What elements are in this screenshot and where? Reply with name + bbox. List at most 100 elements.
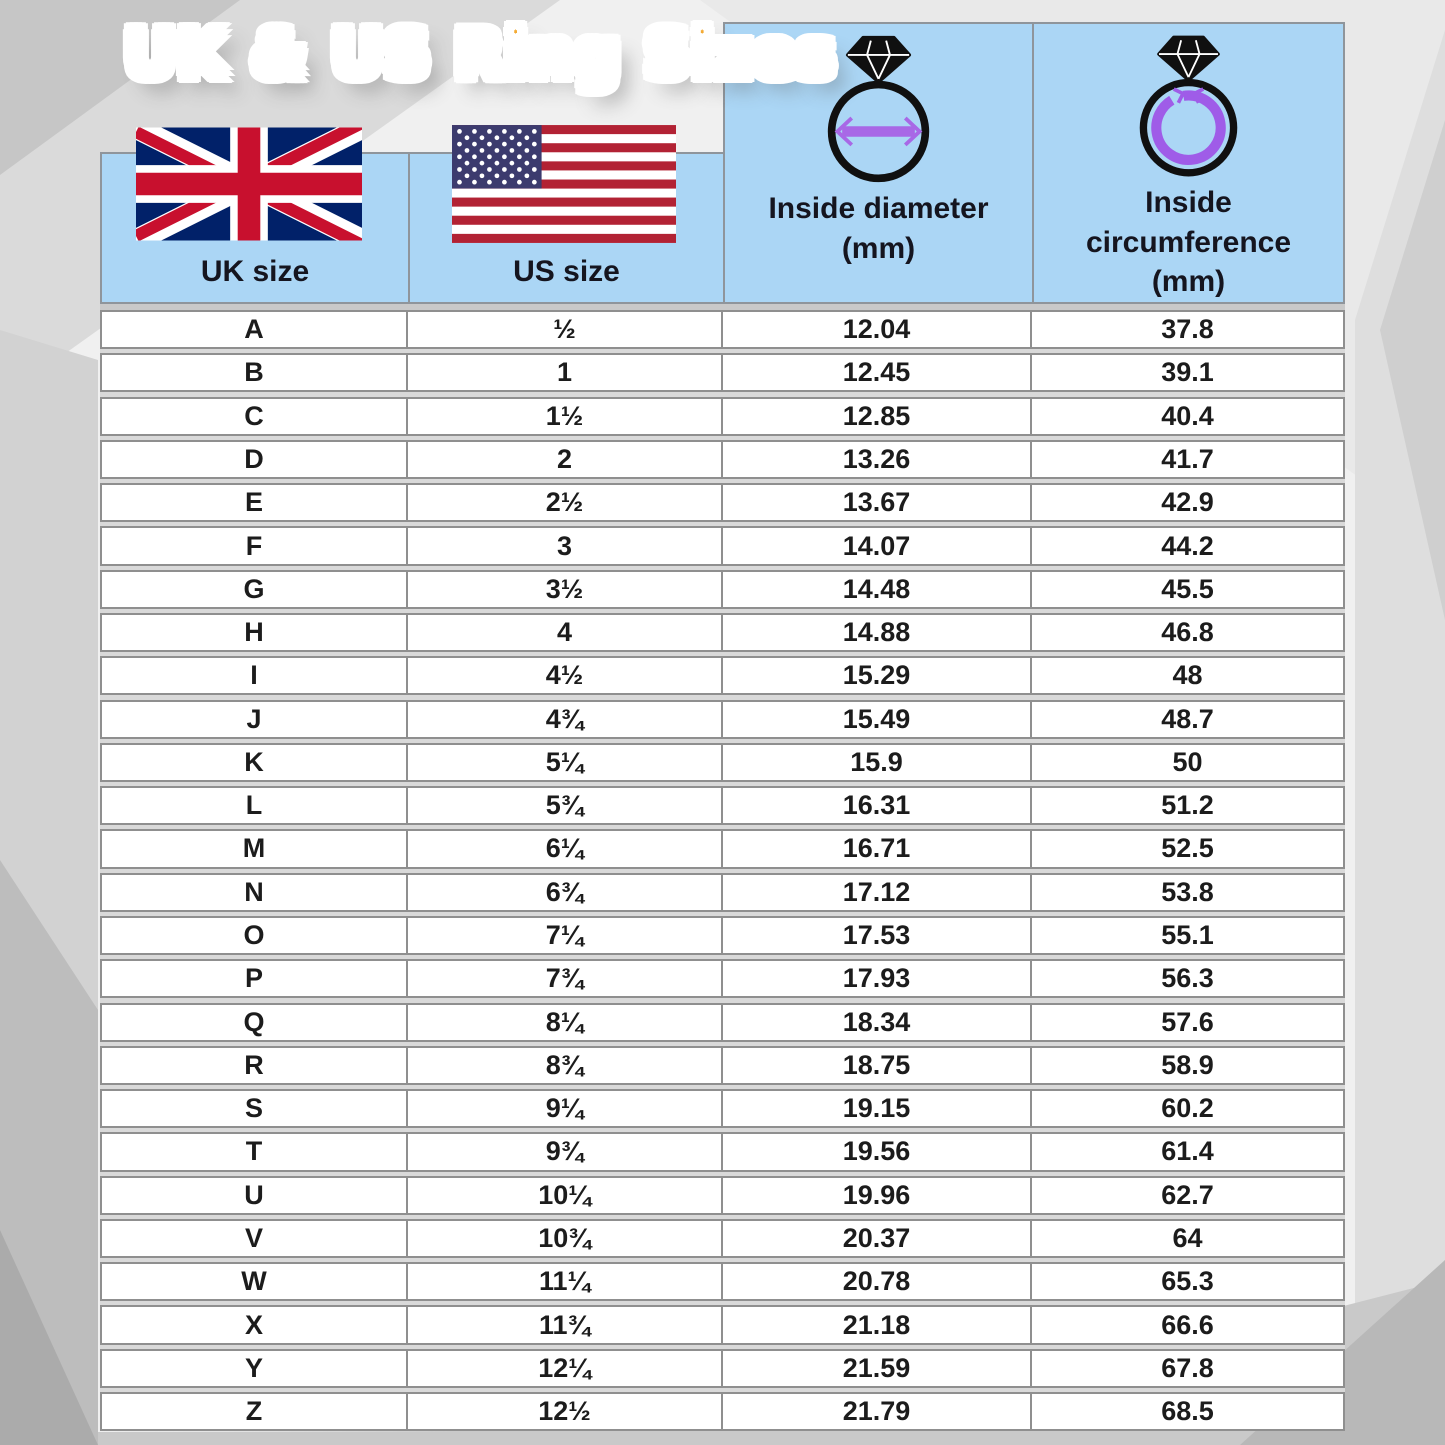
inside-circumference-cell: 48	[1032, 656, 1345, 696]
inside-circumference-cell: 68.5	[1032, 1392, 1345, 1432]
table-row: B 1 12.45 39.1	[100, 353, 1345, 393]
header-us-size: US size	[408, 125, 725, 304]
table-row: U 10¼ 19.96 62.7	[100, 1175, 1345, 1215]
us-size-cell: 12¼	[408, 1348, 723, 1388]
us-size-cell: 3	[408, 526, 723, 566]
inside-circumference-cell: 64	[1032, 1218, 1345, 1259]
inside-diameter-cell: 15.29	[723, 656, 1032, 696]
inside-circumference-cell: 42.9	[1032, 483, 1345, 523]
inside-circumference-cell: 67.8	[1032, 1348, 1345, 1388]
inside-circumference-cell: 37.8	[1032, 310, 1345, 350]
uk-size-cell: T	[100, 1132, 408, 1172]
inside-diameter-cell: 17.53	[723, 915, 1032, 956]
us-size-cell: 5¼	[408, 742, 723, 782]
us-size-cell: 10¼	[408, 1175, 723, 1215]
inside-circumference-cell: 44.2	[1032, 526, 1345, 566]
uk-size-cell: G	[100, 569, 408, 609]
inside-circumference-cell: 52.5	[1032, 829, 1345, 869]
uk-size-cell: L	[100, 786, 408, 826]
uk-size-cell: I	[100, 656, 408, 696]
us-size-cell: 11¼	[408, 1262, 723, 1302]
us-size-cell: ½	[408, 310, 723, 350]
inside-circumference-cell: 60.2	[1032, 1089, 1345, 1129]
us-size-cell: 5¾	[408, 786, 723, 826]
table-row: L 5¾ 16.31 51.2	[100, 786, 1345, 826]
table-row: Z 12½ 21.79 68.5	[100, 1392, 1345, 1432]
uk-size-cell: C	[100, 396, 408, 436]
table-row: A ½ 12.04 37.8	[100, 310, 1345, 350]
inside-diameter-cell: 20.37	[723, 1218, 1032, 1259]
table-row: F 3 14.07 44.2	[100, 526, 1345, 566]
inside-circumference-label: Inside circumference (mm)	[1085, 186, 1292, 299]
us-size-cell: 7¾	[408, 959, 723, 999]
uk-size-cell: X	[100, 1305, 408, 1345]
table-row: E 2½ 13.67 42.9	[100, 483, 1345, 523]
inside-circumference-cell: 56.3	[1032, 959, 1345, 999]
inside-circumference-cell: 57.6	[1032, 1002, 1345, 1042]
inside-diameter-cell: 19.96	[723, 1175, 1032, 1215]
inside-diameter-cell: 21.18	[723, 1305, 1032, 1345]
uk-size-cell: F	[100, 526, 408, 566]
uk-size-cell: V	[100, 1218, 408, 1259]
table-row: H 4 14.88 46.8	[100, 612, 1345, 653]
inside-diameter-cell: 19.56	[723, 1132, 1032, 1172]
inside-diameter-cell: 14.48	[723, 569, 1032, 609]
uk-size-cell: E	[100, 483, 408, 523]
inside-circumference-cell: 41.7	[1032, 439, 1345, 480]
inside-circumference-cell: 46.8	[1032, 612, 1345, 653]
header-inside-circumference: Inside circumference (mm)	[1032, 22, 1345, 304]
table-row: X 11¾ 21.18 66.6	[100, 1305, 1345, 1345]
table-row: Y 12¼ 21.59 67.8	[100, 1348, 1345, 1388]
us-size-cell: 6¾	[408, 872, 723, 912]
us-size-cell: 1	[408, 353, 723, 393]
table-row: T 9¾ 19.56 61.4	[100, 1132, 1345, 1172]
table-row: K 5¼ 15.9 50	[100, 742, 1345, 782]
inside-circumference-cell: 50	[1032, 742, 1345, 782]
uk-size-cell: M	[100, 829, 408, 869]
inside-diameter-cell: 12.45	[723, 353, 1032, 393]
us-size-cell: 2	[408, 439, 723, 480]
uk-size-cell: A	[100, 310, 408, 350]
inside-diameter-cell: 14.07	[723, 526, 1032, 566]
table-row: V 10¾ 20.37 64	[100, 1218, 1345, 1259]
header-uk-size: UK size	[100, 127, 410, 304]
us-size-cell: 8¾	[408, 1045, 723, 1085]
table-row: G 3½ 14.48 45.5	[100, 569, 1345, 609]
uk-size-cell: S	[100, 1089, 408, 1129]
inside-circumference-cell: 55.1	[1032, 915, 1345, 956]
table-body: A ½ 12.04 37.8 B 1 12.45 39.1 C 1½ 12.85 40.4 D 2 13.2…	[100, 310, 1345, 1432]
inside-circumference-cell: 40.4	[1032, 396, 1345, 436]
us-size-cell: 9¼	[408, 1089, 723, 1129]
inside-diameter-label: Inside diameter (mm)	[768, 192, 989, 265]
inside-circumference-cell: 45.5	[1032, 569, 1345, 609]
uk-size-cell: Y	[100, 1348, 408, 1388]
uk-size-cell: Q	[100, 1002, 408, 1042]
table-row: R 8¾ 18.75 58.9	[100, 1045, 1345, 1085]
inside-diameter-cell: 16.31	[723, 786, 1032, 826]
us-size-cell: 1½	[408, 396, 723, 436]
us-flag-icon	[452, 118, 676, 250]
inside-circumference-cell: 66.6	[1032, 1305, 1345, 1345]
table-row: C 1½ 12.85 40.4	[100, 396, 1345, 436]
ring-diameter-icon	[827, 35, 930, 183]
uk-size-cell: P	[100, 959, 408, 999]
us-size-label: US size	[513, 255, 620, 289]
us-size-cell: 3½	[408, 569, 723, 609]
ring-size-table: UK size	[100, 0, 1345, 1445]
table-row: M 6¼ 16.71 52.5	[100, 829, 1345, 869]
inside-circumference-cell: 39.1	[1032, 353, 1345, 393]
inside-circumference-cell: 53.8	[1032, 872, 1345, 912]
us-size-cell: 2½	[408, 483, 723, 523]
us-size-cell: 4¾	[408, 699, 723, 739]
uk-size-cell: W	[100, 1262, 408, 1302]
table-row: N 6¾ 17.12 53.8	[100, 872, 1345, 912]
inside-circumference-cell: 65.3	[1032, 1262, 1345, 1302]
inside-diameter-cell: 18.75	[723, 1045, 1032, 1085]
inside-diameter-cell: 13.26	[723, 439, 1032, 480]
inside-diameter-cell: 13.67	[723, 483, 1032, 523]
table-row: S 9¼ 19.15 60.2	[100, 1089, 1345, 1129]
header-inside-diameter: Inside diameter (mm)	[723, 22, 1034, 304]
us-size-cell: 10¾	[408, 1218, 723, 1259]
us-size-cell: 7¼	[408, 915, 723, 956]
